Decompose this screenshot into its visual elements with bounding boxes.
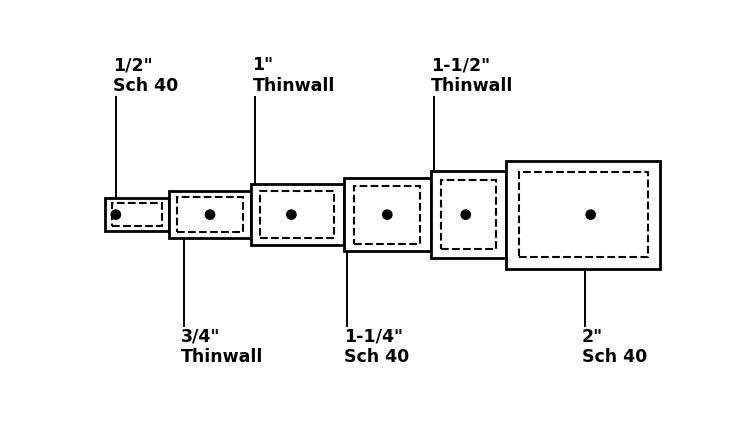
Bar — [260, 191, 334, 238]
Bar — [178, 197, 242, 232]
Bar — [430, 171, 506, 258]
Text: 1-1/2"
Thinwall: 1-1/2" Thinwall — [430, 57, 513, 95]
Text: 1-1/4"
Sch 40: 1-1/4" Sch 40 — [344, 328, 409, 366]
Bar — [354, 186, 421, 244]
Bar — [251, 184, 344, 245]
Bar — [441, 181, 496, 249]
Text: 1/2"
Sch 40: 1/2" Sch 40 — [113, 57, 178, 95]
Ellipse shape — [206, 210, 214, 219]
Bar — [112, 203, 162, 226]
Bar — [170, 191, 250, 238]
Bar — [519, 172, 648, 258]
Bar — [344, 178, 430, 252]
Text: 1"
Thinwall: 1" Thinwall — [253, 57, 334, 95]
Bar — [506, 161, 661, 269]
Text: 3/4"
Thinwall: 3/4" Thinwall — [181, 328, 263, 366]
Ellipse shape — [586, 210, 596, 219]
Ellipse shape — [382, 210, 392, 219]
Ellipse shape — [286, 210, 296, 219]
Text: 2"
Sch 40: 2" Sch 40 — [582, 328, 647, 366]
Ellipse shape — [461, 210, 470, 219]
Ellipse shape — [111, 210, 121, 219]
Bar — [105, 198, 170, 231]
